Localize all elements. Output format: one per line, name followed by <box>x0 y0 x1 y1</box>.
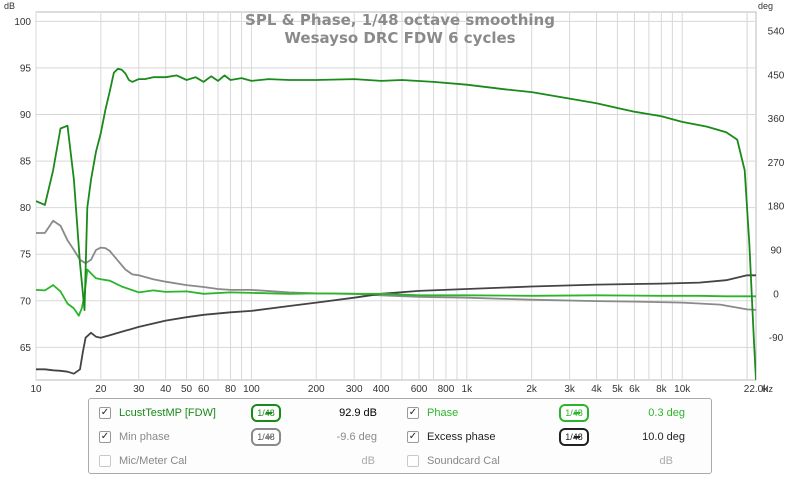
y-left-tick-label: 80 <box>20 203 32 214</box>
series-lines <box>36 67 756 380</box>
legend-row-min-phase: ✓ Min phase 1/48 -9.6 deg <box>99 427 377 447</box>
legend-row-soundcard-cal: Soundcard Cal dB <box>407 451 673 471</box>
phase-smoothing-label: 1/48 <box>561 406 587 420</box>
lcusttestmp-smoothing-label: 1/48 <box>253 406 279 420</box>
x-tick-label: 10 <box>30 384 42 395</box>
x-tick-label: 22.0k <box>744 384 769 395</box>
chart-title: SPL & Phase, 1/48 octave smoothing <box>245 11 555 29</box>
x-tick-label: 10k <box>674 384 691 395</box>
x-tick-label: 1k <box>462 384 474 395</box>
y-right-tick-label: 540 <box>768 26 785 37</box>
lcusttestmp-smoothing-button[interactable]: 1/48 <box>251 404 281 422</box>
phase-label: Phase <box>427 407 459 419</box>
y-left-unit: dB <box>4 1 15 11</box>
excess-phase-label: Excess phase <box>427 431 496 443</box>
x-tick-label: 800 <box>438 384 455 395</box>
x-tick-label: 300 <box>346 384 363 395</box>
y-left-tick-label: 100 <box>14 17 31 28</box>
y-right-tick-label: 180 <box>768 202 785 213</box>
mic-meter-cal-checkbox[interactable] <box>99 455 111 467</box>
x-tick-label: 600 <box>411 384 428 395</box>
excess-phase-smoothing-label: 1/48 <box>561 430 587 444</box>
min-phase-smoothing-button[interactable]: 1/48 <box>251 428 281 446</box>
chart-subtitle: Wesayso DRC FDW 6 cycles <box>284 29 515 47</box>
y-right-unit: deg <box>758 1 773 11</box>
mic-meter-cal-value: dB <box>361 455 375 467</box>
y-left-tick-label: 75 <box>20 250 32 261</box>
x-tick-label: 400 <box>373 384 390 395</box>
gridlines <box>35 12 756 380</box>
soundcard-cal-value: dB <box>659 455 673 467</box>
y-right-tick-label: 90 <box>770 246 782 257</box>
x-tick-label: 60 <box>198 384 210 395</box>
excess-phase-smoothing-button[interactable]: 1/48 <box>559 428 589 446</box>
phase-smoothing-button[interactable]: 1/48 <box>559 404 589 422</box>
x-tick-label: 4k <box>591 384 603 395</box>
y-right-tick-label: 270 <box>768 158 785 169</box>
x-unit: Hz <box>762 384 773 394</box>
y-left-axis-ticks: 65 70 75 80 85 90 95 100 <box>14 17 31 354</box>
x-tick-label: 200 <box>308 384 325 395</box>
x-tick-label: 2k <box>526 384 538 395</box>
mic-meter-cal-label: Mic/Meter Cal <box>119 455 187 467</box>
chart: 10 20 30 40 50 60 80 100 200 300 400 600 800 1k 2k 3k 4k… <box>4 1 785 395</box>
legend-row-mic-meter-cal: Mic/Meter Cal dB <box>99 451 375 471</box>
legend-row-phase: ✓ Phase 1/48 0.3 deg <box>407 403 685 423</box>
soundcard-cal-label: Soundcard Cal <box>427 455 500 467</box>
lcusttestmp-label: LcustTestMP [FDW] <box>119 407 216 419</box>
x-tick-label: 30 <box>133 384 145 395</box>
y-left-tick-label: 70 <box>20 296 32 307</box>
x-axis-ticks: 10 20 30 40 50 60 80 100 200 300 400 600 800 1k 2k 3k 4k… <box>30 384 769 395</box>
series-line-excess-phase <box>36 274 756 375</box>
x-tick-label: 40 <box>160 384 172 395</box>
y-right-tick-label: 0 <box>773 289 779 300</box>
soundcard-cal-checkbox[interactable] <box>407 455 419 467</box>
series-line-phase <box>36 268 756 317</box>
lcusttestmp-checkbox[interactable]: ✓ <box>99 407 111 419</box>
y-right-tick-label: -90 <box>769 333 784 344</box>
x-tick-label: 8k <box>656 384 668 395</box>
legend-panel: ✓ LcustTestMP [FDW] 1/48 92.9 dB ✓ Phase… <box>88 398 712 474</box>
y-left-tick-label: 95 <box>20 63 32 74</box>
legend-row-lcusttestmp: ✓ LcustTestMP [FDW] 1/48 92.9 dB <box>99 403 377 423</box>
x-tick-label: 100 <box>243 384 260 395</box>
y-left-tick-label: 90 <box>20 110 32 121</box>
x-tick-label: 20 <box>95 384 107 395</box>
phase-checkbox[interactable]: ✓ <box>407 407 419 419</box>
y-left-tick-label: 85 <box>20 157 32 168</box>
excess-phase-checkbox[interactable]: ✓ <box>407 431 419 443</box>
min-phase-smoothing-label: 1/48 <box>253 430 279 444</box>
excess-phase-value: 10.0 deg <box>642 431 685 443</box>
x-tick-label: 80 <box>225 384 237 395</box>
plot-background <box>35 11 757 381</box>
series-line-lcusttestmp-fdw <box>36 67 756 380</box>
min-phase-label: Min phase <box>119 431 170 443</box>
y-right-axis-ticks: -90 0 90 180 270 360 450 540 <box>768 26 785 344</box>
min-phase-checkbox[interactable]: ✓ <box>99 431 111 443</box>
y-left-tick-label: 65 <box>20 343 32 354</box>
y-right-tick-label: 450 <box>768 70 785 81</box>
x-tick-label: 50 <box>181 384 193 395</box>
lcusttestmp-value: 92.9 dB <box>339 407 377 419</box>
x-tick-label: 3k <box>564 384 576 395</box>
x-tick-label: 6k <box>629 384 641 395</box>
legend-row-excess-phase: ✓ Excess phase 1/48 10.0 deg <box>407 427 685 447</box>
min-phase-value: -9.6 deg <box>336 431 377 443</box>
y-right-tick-label: 360 <box>768 114 785 125</box>
x-tick-label: 5k <box>612 384 624 395</box>
phase-value: 0.3 deg <box>648 407 685 419</box>
